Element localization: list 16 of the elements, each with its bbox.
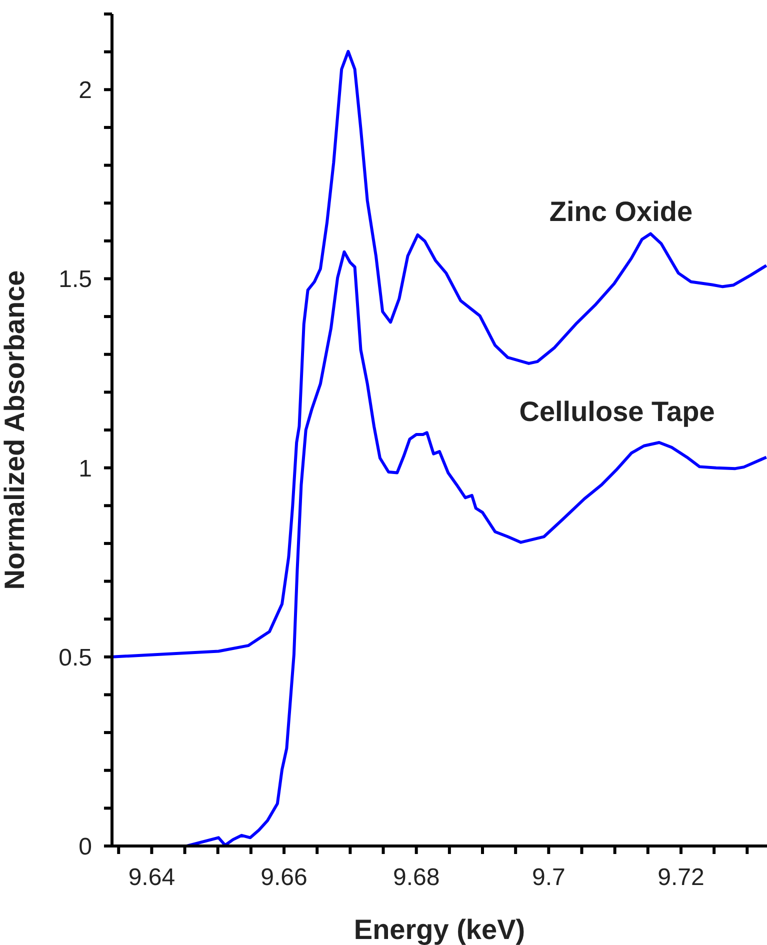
x-tick-label: 9.64	[128, 864, 176, 892]
x-tick-label: 9.72	[658, 864, 704, 892]
line-series	[185, 250, 767, 846]
x-tick-label: 9.66	[260, 864, 308, 892]
y-tick-label: 2	[78, 77, 92, 104]
x-tick-label: 9.7	[532, 864, 566, 892]
annotation: Cellulose Tape	[519, 396, 715, 428]
annotation: Zinc Oxide	[549, 196, 693, 228]
y-tick-label: 1.5	[58, 266, 92, 294]
line-series	[112, 50, 767, 658]
x-axis-title: Energy (keV)	[354, 914, 526, 945]
y-tick-label: 1	[78, 455, 92, 482]
x-tick-label: 9.68	[392, 864, 440, 892]
y-tick-label: 0.5	[58, 644, 92, 672]
y-axis-title: Normalized Absorbance	[0, 270, 30, 590]
y-tick-label: 0	[78, 834, 92, 861]
